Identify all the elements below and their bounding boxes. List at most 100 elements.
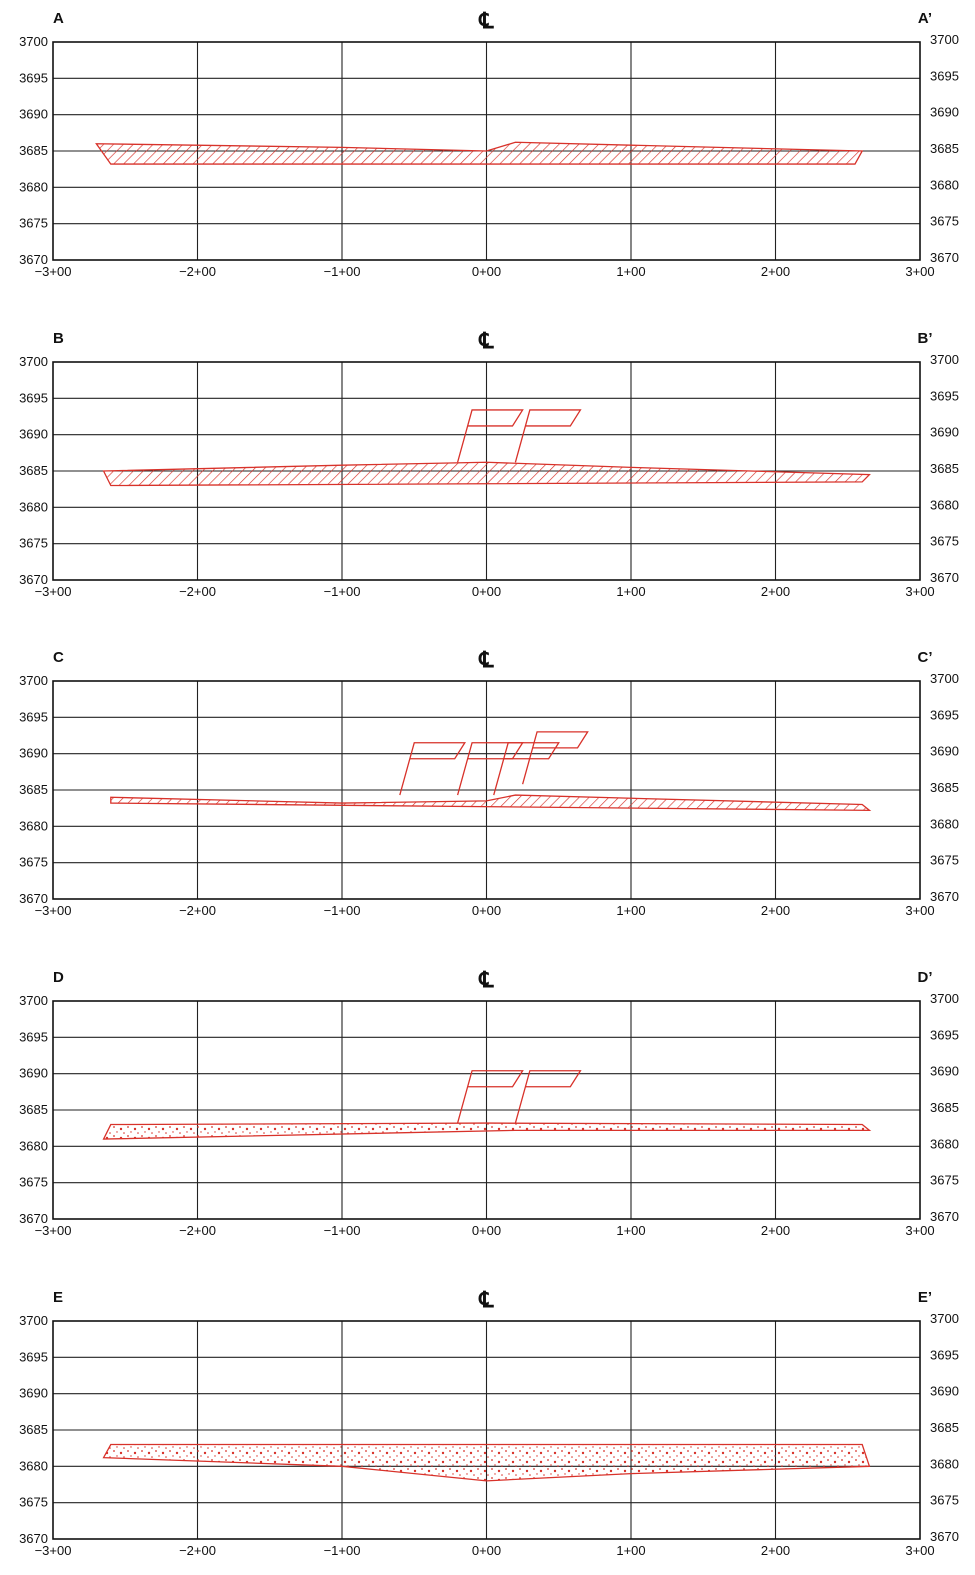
y-tick-label-left: 3685	[19, 1102, 48, 1117]
x-tick-label: −2+00	[179, 264, 216, 279]
centerline-symbol: ℄	[478, 967, 494, 992]
x-tick-label: 2+00	[761, 1543, 790, 1558]
flag-mark	[456, 1070, 524, 1124]
y-tick-label-left: 3670	[19, 891, 48, 906]
section-label-left: E	[53, 1289, 63, 1306]
y-tick-label-left: 3700	[19, 993, 48, 1008]
fill-section	[102, 1443, 871, 1482]
y-tick-label-right: 3670	[930, 1209, 959, 1224]
x-tick-label: 1+00	[616, 264, 645, 279]
x-tick-label: 0+00	[472, 1543, 501, 1558]
x-tick-label: −2+00	[179, 1543, 216, 1558]
y-tick-label-left: 3700	[19, 1313, 48, 1328]
x-tick-label: −3+00	[35, 903, 72, 918]
flag-mark	[493, 742, 560, 796]
fill-section	[110, 794, 872, 812]
x-tick-label: 1+00	[616, 1223, 645, 1238]
x-tick-label: −1+00	[324, 264, 361, 279]
y-tick-label-right: 3670	[930, 889, 959, 904]
y-tick-label-left: 3695	[19, 1029, 48, 1044]
section-label-left: C	[53, 649, 64, 666]
section-panel-d: D D’ ℄ 3700 3700 3695 3695 3690 3690 3685 3685 3680…	[19, 967, 959, 1238]
x-tick-label: −1+00	[324, 903, 361, 918]
x-tick-label: −1+00	[324, 1223, 361, 1238]
x-tick-label: 3+00	[905, 1543, 934, 1558]
section-label-right: D’	[918, 969, 933, 986]
y-tick-label-left: 3695	[19, 1349, 48, 1364]
centerline-symbol: ℄	[478, 647, 494, 672]
y-tick-label-right: 3690	[930, 105, 959, 120]
x-tick-label: 1+00	[616, 584, 645, 599]
y-tick-label-left: 3680	[19, 1138, 48, 1153]
x-tick-label: 3+00	[905, 584, 934, 599]
section-label-right: C’	[918, 649, 933, 666]
section-label-right: B’	[918, 330, 933, 347]
x-tick-label: −1+00	[324, 1543, 361, 1558]
section-label-left: D	[53, 969, 64, 986]
y-tick-label-right: 3695	[930, 707, 959, 722]
y-tick-label-right: 3695	[930, 388, 959, 403]
y-tick-label-right: 3690	[930, 425, 959, 440]
y-tick-label-left: 3685	[19, 143, 48, 158]
y-tick-label-right: 3680	[930, 816, 959, 831]
flag-mark	[456, 742, 524, 796]
flag-mark	[456, 409, 524, 463]
y-tick-label-right: 3690	[930, 744, 959, 759]
section-label-right: A’	[918, 10, 932, 27]
section-label-left: B	[53, 330, 64, 347]
y-tick-label-right: 3685	[930, 141, 959, 156]
x-tick-label: 0+00	[472, 903, 501, 918]
x-tick-label: 0+00	[472, 264, 501, 279]
section-label-left: A	[53, 10, 64, 27]
y-tick-label-right: 3700	[930, 991, 959, 1006]
y-tick-label-right: 3670	[930, 570, 959, 585]
x-tick-label: −2+00	[179, 584, 216, 599]
y-tick-label-left: 3680	[19, 818, 48, 833]
y-tick-label-right: 3690	[930, 1384, 959, 1399]
y-tick-label-right: 3695	[930, 68, 959, 83]
y-tick-label-right: 3675	[930, 853, 959, 868]
flag-mark	[514, 1070, 582, 1124]
y-tick-label-right: 3670	[930, 250, 959, 265]
y-tick-label-left: 3670	[19, 252, 48, 267]
y-tick-label-left: 3675	[19, 1175, 48, 1190]
y-tick-label-right: 3700	[930, 32, 959, 47]
x-tick-label: 3+00	[905, 903, 934, 918]
x-tick-label: 2+00	[761, 584, 790, 599]
x-tick-label: 2+00	[761, 1223, 790, 1238]
y-tick-label-left: 3690	[19, 427, 48, 442]
fill-section	[95, 141, 864, 165]
fill-section	[102, 461, 871, 487]
section-panel-e: E E’ ℄ 3700 3700 3695 3695 3690 3690 3685 3685 3680…	[19, 1287, 959, 1558]
section-label-right: E’	[918, 1289, 932, 1306]
flag-mark	[399, 742, 467, 796]
y-tick-label-left: 3685	[19, 782, 48, 797]
y-tick-label-right: 3685	[930, 461, 959, 476]
y-tick-label-left: 3685	[19, 1422, 48, 1437]
plot-frame	[52, 41, 921, 261]
y-tick-label-right: 3675	[930, 1493, 959, 1508]
y-tick-label-right: 3680	[930, 1456, 959, 1471]
centerline-symbol: ℄	[478, 8, 494, 33]
x-tick-label: −2+00	[179, 1223, 216, 1238]
y-tick-label-left: 3690	[19, 1386, 48, 1401]
y-tick-label-right: 3700	[930, 671, 959, 686]
y-tick-label-left: 3690	[19, 107, 48, 122]
y-tick-label-right: 3680	[930, 497, 959, 512]
y-tick-label-left: 3670	[19, 1531, 48, 1546]
x-tick-label: 0+00	[472, 584, 501, 599]
y-tick-label-right: 3670	[930, 1529, 959, 1544]
y-tick-label-right: 3680	[930, 177, 959, 192]
x-tick-label: −3+00	[35, 1223, 72, 1238]
y-tick-label-left: 3675	[19, 1495, 48, 1510]
y-tick-label-left: 3680	[19, 179, 48, 194]
y-tick-label-left: 3680	[19, 1458, 48, 1473]
y-tick-label-left: 3670	[19, 1211, 48, 1226]
y-tick-label-right: 3675	[930, 214, 959, 229]
plot-frame	[52, 1000, 921, 1220]
y-tick-label-right: 3675	[930, 534, 959, 549]
flag-mark	[514, 409, 582, 463]
y-tick-label-right: 3685	[930, 1420, 959, 1435]
x-tick-label: −3+00	[35, 264, 72, 279]
